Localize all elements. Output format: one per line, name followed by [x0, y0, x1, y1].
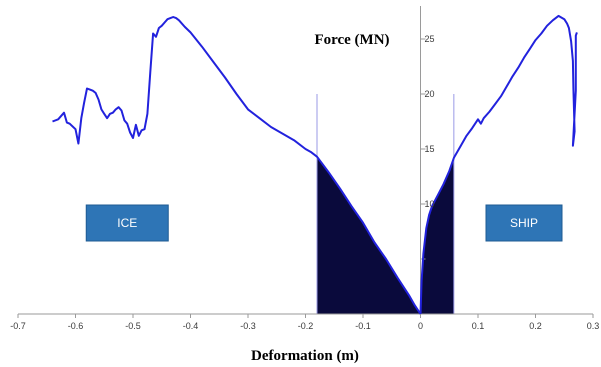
x-tick-label: -0.5: [125, 321, 141, 331]
annotation-label-ice: ICE: [117, 216, 137, 230]
annotation-box-ice: [85, 204, 169, 242]
y-tick-label: 20: [425, 89, 435, 99]
y-tick-label: 10: [425, 199, 435, 209]
x-tick-label: -0.7: [10, 321, 26, 331]
y-tick-label: 15: [425, 144, 435, 154]
y-axis-title: Force (MN): [314, 32, 389, 48]
x-axis-title: Deformation (m): [251, 348, 359, 364]
x-tick-label: 0: [418, 321, 423, 331]
series-line-1: [52, 16, 422, 315]
x-tick-label: -0.6: [68, 321, 84, 331]
annotation-label-ship: SHIP: [510, 216, 538, 230]
shaded-region-ship-energy: [420, 157, 454, 314]
x-tick-label: -0.1: [355, 321, 371, 331]
x-tick-label: -0.2: [298, 321, 314, 331]
x-tick-label: -0.4: [183, 321, 199, 331]
series-line-2: [419, 14, 578, 315]
x-tick-label: 0.3: [587, 321, 600, 331]
x-tick-label: 0.2: [529, 321, 542, 331]
series-lines: [52, 14, 578, 315]
y-tick-label: 25: [425, 34, 435, 44]
x-tick-label: -0.3: [240, 321, 256, 331]
tick-labels: -0.7 -0.6 -0.5 -0.4 -0.3 -0.2 -0.1 0 0.1 0.2 0.3 10…: [10, 34, 599, 331]
annotation-box-ship: [485, 204, 563, 242]
annotations: ICE SHIP: [85, 204, 563, 242]
axes: [17, 6, 594, 318]
x-tick-label: 0.1: [472, 321, 485, 331]
